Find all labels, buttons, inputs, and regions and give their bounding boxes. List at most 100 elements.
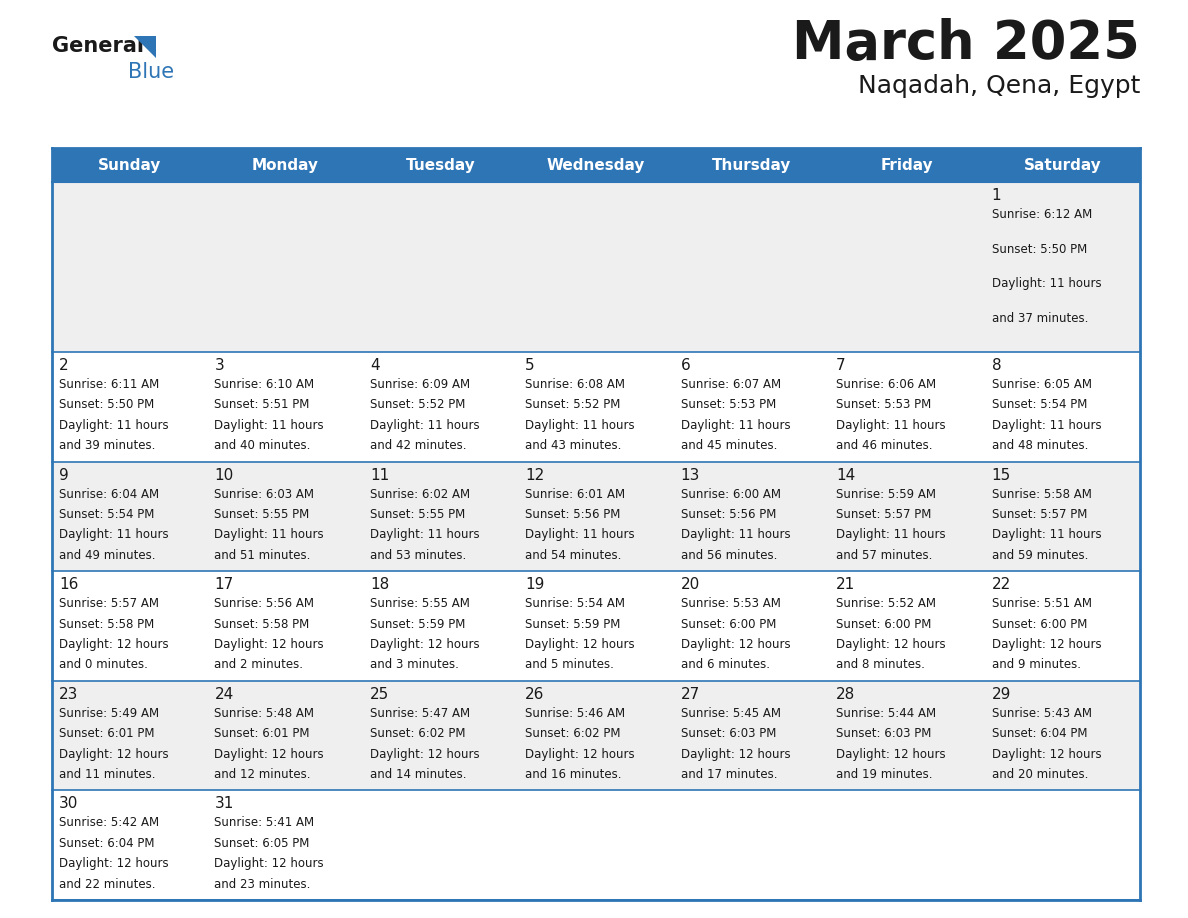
Text: and 6 minutes.: and 6 minutes. <box>681 658 770 671</box>
Text: and 14 minutes.: and 14 minutes. <box>369 768 467 781</box>
Text: 23: 23 <box>59 687 78 701</box>
Text: Sunset: 5:55 PM: Sunset: 5:55 PM <box>214 508 310 521</box>
Text: 7: 7 <box>836 358 846 373</box>
Text: Sunrise: 6:09 AM: Sunrise: 6:09 AM <box>369 378 470 391</box>
Text: 1: 1 <box>992 188 1001 203</box>
Bar <box>518 148 674 182</box>
Text: and 40 minutes.: and 40 minutes. <box>214 439 311 452</box>
Text: Sunset: 5:50 PM: Sunset: 5:50 PM <box>59 398 154 411</box>
Text: Sunset: 5:59 PM: Sunset: 5:59 PM <box>369 618 466 631</box>
Bar <box>518 790 674 900</box>
Text: March 2025: March 2025 <box>792 18 1140 70</box>
Bar <box>985 352 1140 462</box>
Text: Sunset: 6:04 PM: Sunset: 6:04 PM <box>59 837 154 850</box>
Text: Daylight: 11 hours: Daylight: 11 hours <box>836 528 946 542</box>
Text: Daylight: 11 hours: Daylight: 11 hours <box>992 419 1101 431</box>
Text: 8: 8 <box>992 358 1001 373</box>
Text: Sunset: 5:54 PM: Sunset: 5:54 PM <box>59 508 154 521</box>
Text: Daylight: 12 hours: Daylight: 12 hours <box>836 638 946 651</box>
Bar <box>208 462 362 571</box>
Bar <box>985 148 1140 182</box>
Text: and 56 minutes.: and 56 minutes. <box>681 549 777 562</box>
Text: 26: 26 <box>525 687 544 701</box>
Text: Daylight: 11 hours: Daylight: 11 hours <box>525 528 634 542</box>
Text: Sunset: 5:57 PM: Sunset: 5:57 PM <box>992 508 1087 521</box>
Text: 25: 25 <box>369 687 390 701</box>
Text: Sunrise: 5:52 AM: Sunrise: 5:52 AM <box>836 597 936 610</box>
Text: Daylight: 11 hours: Daylight: 11 hours <box>525 419 634 431</box>
Text: Sunrise: 5:45 AM: Sunrise: 5:45 AM <box>681 707 781 720</box>
Text: Sunset: 5:58 PM: Sunset: 5:58 PM <box>214 618 310 631</box>
Bar <box>208 148 362 182</box>
Text: and 16 minutes.: and 16 minutes. <box>525 768 621 781</box>
Text: and 43 minutes.: and 43 minutes. <box>525 439 621 452</box>
Text: Daylight: 12 hours: Daylight: 12 hours <box>681 747 790 760</box>
Bar <box>52 462 208 571</box>
Text: Sunrise: 5:42 AM: Sunrise: 5:42 AM <box>59 816 159 829</box>
Bar <box>985 790 1140 900</box>
Text: Thursday: Thursday <box>712 158 791 173</box>
Text: Sunrise: 6:01 AM: Sunrise: 6:01 AM <box>525 487 625 500</box>
Text: 11: 11 <box>369 467 390 483</box>
Text: Sunset: 6:02 PM: Sunset: 6:02 PM <box>525 727 621 740</box>
Bar <box>674 790 829 900</box>
Text: Sunrise: 5:55 AM: Sunrise: 5:55 AM <box>369 597 469 610</box>
Text: and 23 minutes.: and 23 minutes. <box>214 878 311 890</box>
Text: 24: 24 <box>214 687 234 701</box>
Text: Sunrise: 5:41 AM: Sunrise: 5:41 AM <box>214 816 315 829</box>
Text: Daylight: 12 hours: Daylight: 12 hours <box>59 857 169 870</box>
Bar <box>208 681 362 790</box>
Text: Sunrise: 5:43 AM: Sunrise: 5:43 AM <box>992 707 1092 720</box>
Text: Daylight: 11 hours: Daylight: 11 hours <box>992 528 1101 542</box>
Text: Sunset: 5:53 PM: Sunset: 5:53 PM <box>681 398 776 411</box>
Bar <box>52 182 208 352</box>
Text: Daylight: 12 hours: Daylight: 12 hours <box>214 747 324 760</box>
Text: and 57 minutes.: and 57 minutes. <box>836 549 933 562</box>
Text: Sunset: 6:04 PM: Sunset: 6:04 PM <box>992 727 1087 740</box>
Text: Sunrise: 6:03 AM: Sunrise: 6:03 AM <box>214 487 315 500</box>
Bar <box>52 148 208 182</box>
Text: Sunset: 5:56 PM: Sunset: 5:56 PM <box>525 508 620 521</box>
Text: Tuesday: Tuesday <box>405 158 475 173</box>
Text: Sunrise: 6:04 AM: Sunrise: 6:04 AM <box>59 487 159 500</box>
Polygon shape <box>134 36 156 58</box>
Text: 22: 22 <box>992 577 1011 592</box>
Text: Sunset: 6:00 PM: Sunset: 6:00 PM <box>992 618 1087 631</box>
Text: and 19 minutes.: and 19 minutes. <box>836 768 933 781</box>
Text: and 2 minutes.: and 2 minutes. <box>214 658 303 671</box>
Bar <box>985 462 1140 571</box>
Bar <box>829 462 985 571</box>
Bar <box>362 681 518 790</box>
Text: Saturday: Saturday <box>1023 158 1101 173</box>
Text: Sunrise: 6:00 AM: Sunrise: 6:00 AM <box>681 487 781 500</box>
Text: Friday: Friday <box>880 158 933 173</box>
Text: Sunset: 5:53 PM: Sunset: 5:53 PM <box>836 398 931 411</box>
Text: Sunrise: 6:08 AM: Sunrise: 6:08 AM <box>525 378 625 391</box>
Text: Sunrise: 6:11 AM: Sunrise: 6:11 AM <box>59 378 159 391</box>
Text: Sunset: 5:50 PM: Sunset: 5:50 PM <box>992 242 1087 256</box>
Bar <box>518 182 674 352</box>
Text: 31: 31 <box>214 797 234 812</box>
Text: Sunset: 5:59 PM: Sunset: 5:59 PM <box>525 618 620 631</box>
Text: Daylight: 11 hours: Daylight: 11 hours <box>59 419 169 431</box>
Text: Monday: Monday <box>252 158 318 173</box>
Text: Sunrise: 6:05 AM: Sunrise: 6:05 AM <box>992 378 1092 391</box>
Text: Sunset: 6:01 PM: Sunset: 6:01 PM <box>59 727 154 740</box>
Text: 16: 16 <box>59 577 78 592</box>
Text: 3: 3 <box>214 358 225 373</box>
Text: Sunset: 6:02 PM: Sunset: 6:02 PM <box>369 727 466 740</box>
Text: Sunrise: 5:47 AM: Sunrise: 5:47 AM <box>369 707 470 720</box>
Text: and 11 minutes.: and 11 minutes. <box>59 768 156 781</box>
Bar <box>518 571 674 681</box>
Text: Daylight: 11 hours: Daylight: 11 hours <box>369 419 480 431</box>
Text: Sunset: 5:52 PM: Sunset: 5:52 PM <box>525 398 620 411</box>
Bar <box>985 681 1140 790</box>
Text: Sunday: Sunday <box>99 158 162 173</box>
Bar <box>829 681 985 790</box>
Bar <box>362 571 518 681</box>
Bar <box>52 571 208 681</box>
Text: 5: 5 <box>525 358 535 373</box>
Text: Sunset: 5:58 PM: Sunset: 5:58 PM <box>59 618 154 631</box>
Text: Daylight: 12 hours: Daylight: 12 hours <box>214 857 324 870</box>
Text: Sunset: 5:56 PM: Sunset: 5:56 PM <box>681 508 776 521</box>
